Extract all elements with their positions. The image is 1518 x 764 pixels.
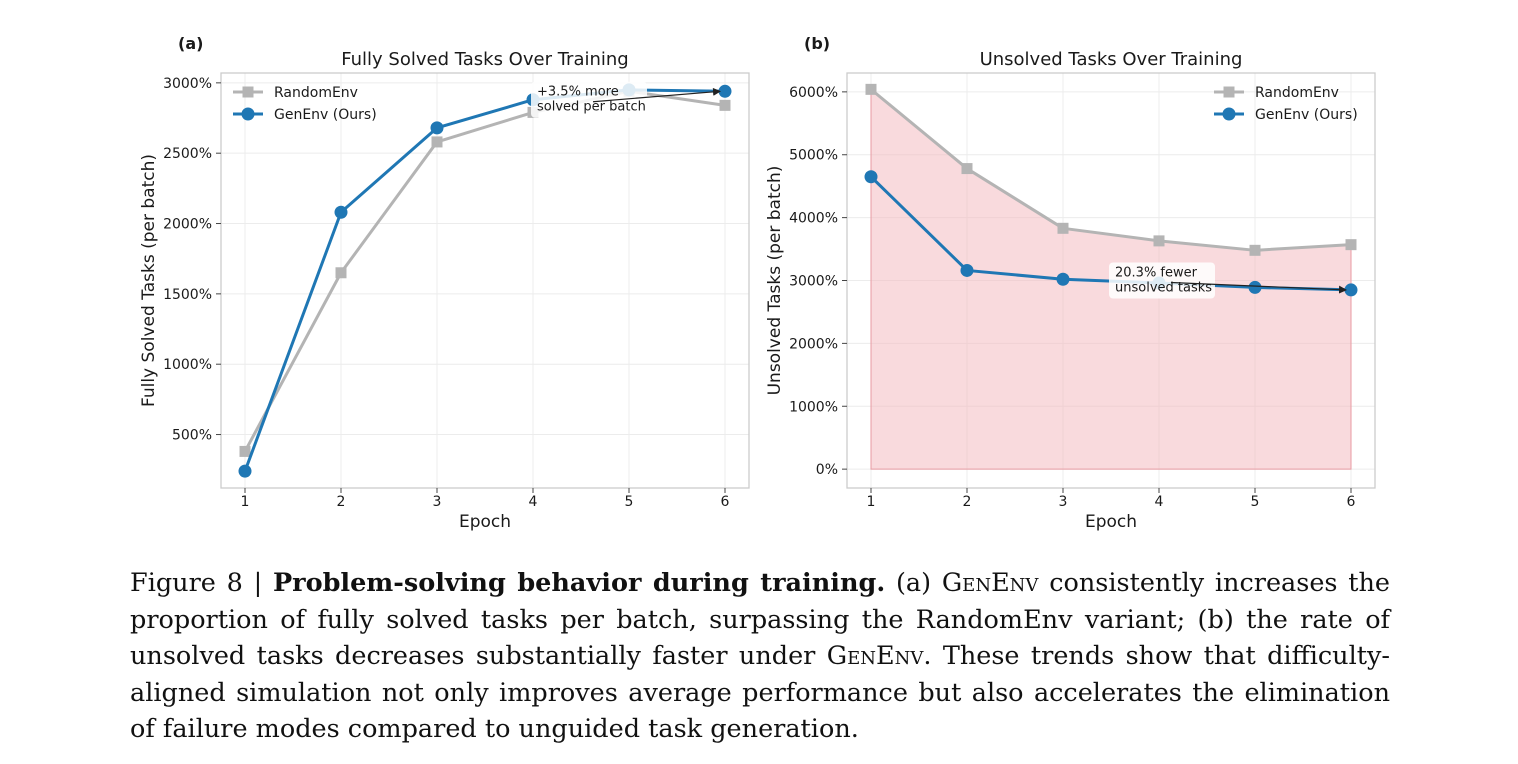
legend: RandomEnv GenEnv (Ours) (233, 85, 377, 123)
annotation-text-line2: unsolved tasks (1115, 281, 1212, 296)
figure-caption: Figure 8 | Problem-solving behavior duri… (130, 565, 1390, 748)
series-line-randomenv (870, 88, 1352, 252)
x-tick-label: 3 (433, 494, 442, 510)
data-point-genenv (1056, 272, 1070, 286)
data-point-genenv (430, 121, 444, 135)
annotation-text-line1: 20.3% fewer (1115, 266, 1198, 281)
data-point-randomenv (719, 99, 731, 111)
data-point-randomenv (961, 163, 973, 175)
data-point-randomenv (1057, 222, 1069, 234)
y-tick-label: 1000% (163, 357, 212, 373)
panel-label: (b) (804, 34, 830, 53)
x-tick-label: 6 (1347, 494, 1356, 510)
data-point-genenv (718, 84, 732, 98)
x-tick-label: 2 (337, 494, 346, 510)
chart-title: Fully Solved Tasks Over Training (341, 49, 628, 70)
legend-label: GenEnv (Ours) (1255, 107, 1358, 123)
data-point-randomenv (239, 445, 251, 457)
chart-title: Unsolved Tasks Over Training (980, 49, 1243, 70)
caption-part3: . These trends show that difficulty-alig… (130, 641, 1390, 744)
legend: RandomEnv GenEnv (Ours) (1214, 85, 1358, 123)
axes-frame (220, 72, 750, 489)
x-tick-label: 5 (625, 494, 634, 510)
y-axis-label: Unsolved Tasks (per batch) (765, 166, 785, 396)
legend-marker-circle (241, 107, 255, 121)
legend-label: RandomEnv (1255, 85, 1339, 101)
legend-marker-square (1223, 86, 1235, 98)
data-point-genenv (864, 170, 878, 184)
data-point-genenv (334, 205, 348, 219)
x-tick-label: 6 (721, 494, 730, 510)
y-tick-label: 2500% (163, 146, 212, 162)
annotation-text-line1: +3.5% more (537, 85, 619, 100)
x-tick-label: 4 (1155, 494, 1164, 510)
legend-marker-square (242, 86, 254, 98)
figure-charts: 1 2 3 4 5 6 500% 1000% 1500% 2000% 2500% 3000% Fully… (139, 34, 1376, 532)
annotation-box (531, 81, 647, 118)
chart-panel-b: 1 2 3 4 5 6 0% 1000% 2000% 3000% 4000% 5000% 6000% Un… (765, 34, 1376, 532)
y-axis-label: Fully Solved Tasks (per batch) (139, 154, 159, 407)
data-point-randomenv (431, 136, 443, 148)
x-tick-label: 2 (963, 494, 972, 510)
annotation-arrow (1170, 281, 1347, 294)
series-line-randomenv (243, 89, 726, 453)
legend-label: GenEnv (Ours) (274, 107, 377, 123)
series-line-genenv (243, 88, 726, 472)
y-tick-label: 2000% (163, 217, 212, 233)
x-tick-label: 3 (1059, 494, 1068, 510)
caption-part1: (a) (885, 568, 942, 598)
caption-bold: Problem-solving behavior during training… (272, 568, 886, 598)
panel-label: (a) (178, 34, 203, 53)
data-point-randomenv (1153, 235, 1165, 247)
y-tick-label: 0% (816, 462, 838, 478)
x-tick-label: 4 (529, 494, 538, 510)
chart-panel-a: 1 2 3 4 5 6 500% 1000% 1500% 2000% 2500% 3000% Fully… (139, 34, 750, 532)
annotation-box (1109, 262, 1215, 299)
data-point-randomenv (865, 83, 877, 95)
y-tick-label: 500% (172, 428, 212, 444)
x-tick-label: 5 (1251, 494, 1260, 510)
annotation-text-line2: solved per batch (537, 100, 646, 115)
caption-genenv-2: GenEnv (826, 641, 924, 671)
y-tick-label: 6000% (789, 85, 838, 101)
y-tick-label: 3000% (163, 76, 212, 92)
data-point-randomenv (1249, 244, 1261, 256)
data-point-genenv (238, 464, 252, 478)
y-tick-label: 1000% (789, 399, 838, 415)
y-tick-label: 5000% (789, 148, 838, 164)
legend-label: RandomEnv (274, 85, 358, 101)
y-tick-label: 3000% (789, 274, 838, 290)
annotation-arrow (592, 87, 721, 103)
caption-genenv-1: GenEnv (941, 568, 1039, 598)
legend-marker-circle (1222, 107, 1236, 121)
data-point-genenv (1344, 283, 1358, 297)
x-tick-label: 1 (867, 494, 876, 510)
data-point-genenv (960, 263, 974, 277)
caption-label: Figure 8 | (130, 568, 273, 598)
y-tick-label: 2000% (789, 336, 838, 352)
y-tick-label: 1500% (163, 287, 212, 303)
x-tick-label: 1 (241, 494, 250, 510)
data-point-genenv (1248, 280, 1262, 294)
x-axis-label: Epoch (459, 512, 511, 532)
caption-part2: consistently increases the proportion of… (130, 568, 1391, 671)
data-point-randomenv (1345, 239, 1357, 251)
x-axis-label: Epoch (1085, 512, 1137, 532)
y-tick-label: 4000% (789, 211, 838, 227)
data-point-randomenv (335, 267, 347, 279)
